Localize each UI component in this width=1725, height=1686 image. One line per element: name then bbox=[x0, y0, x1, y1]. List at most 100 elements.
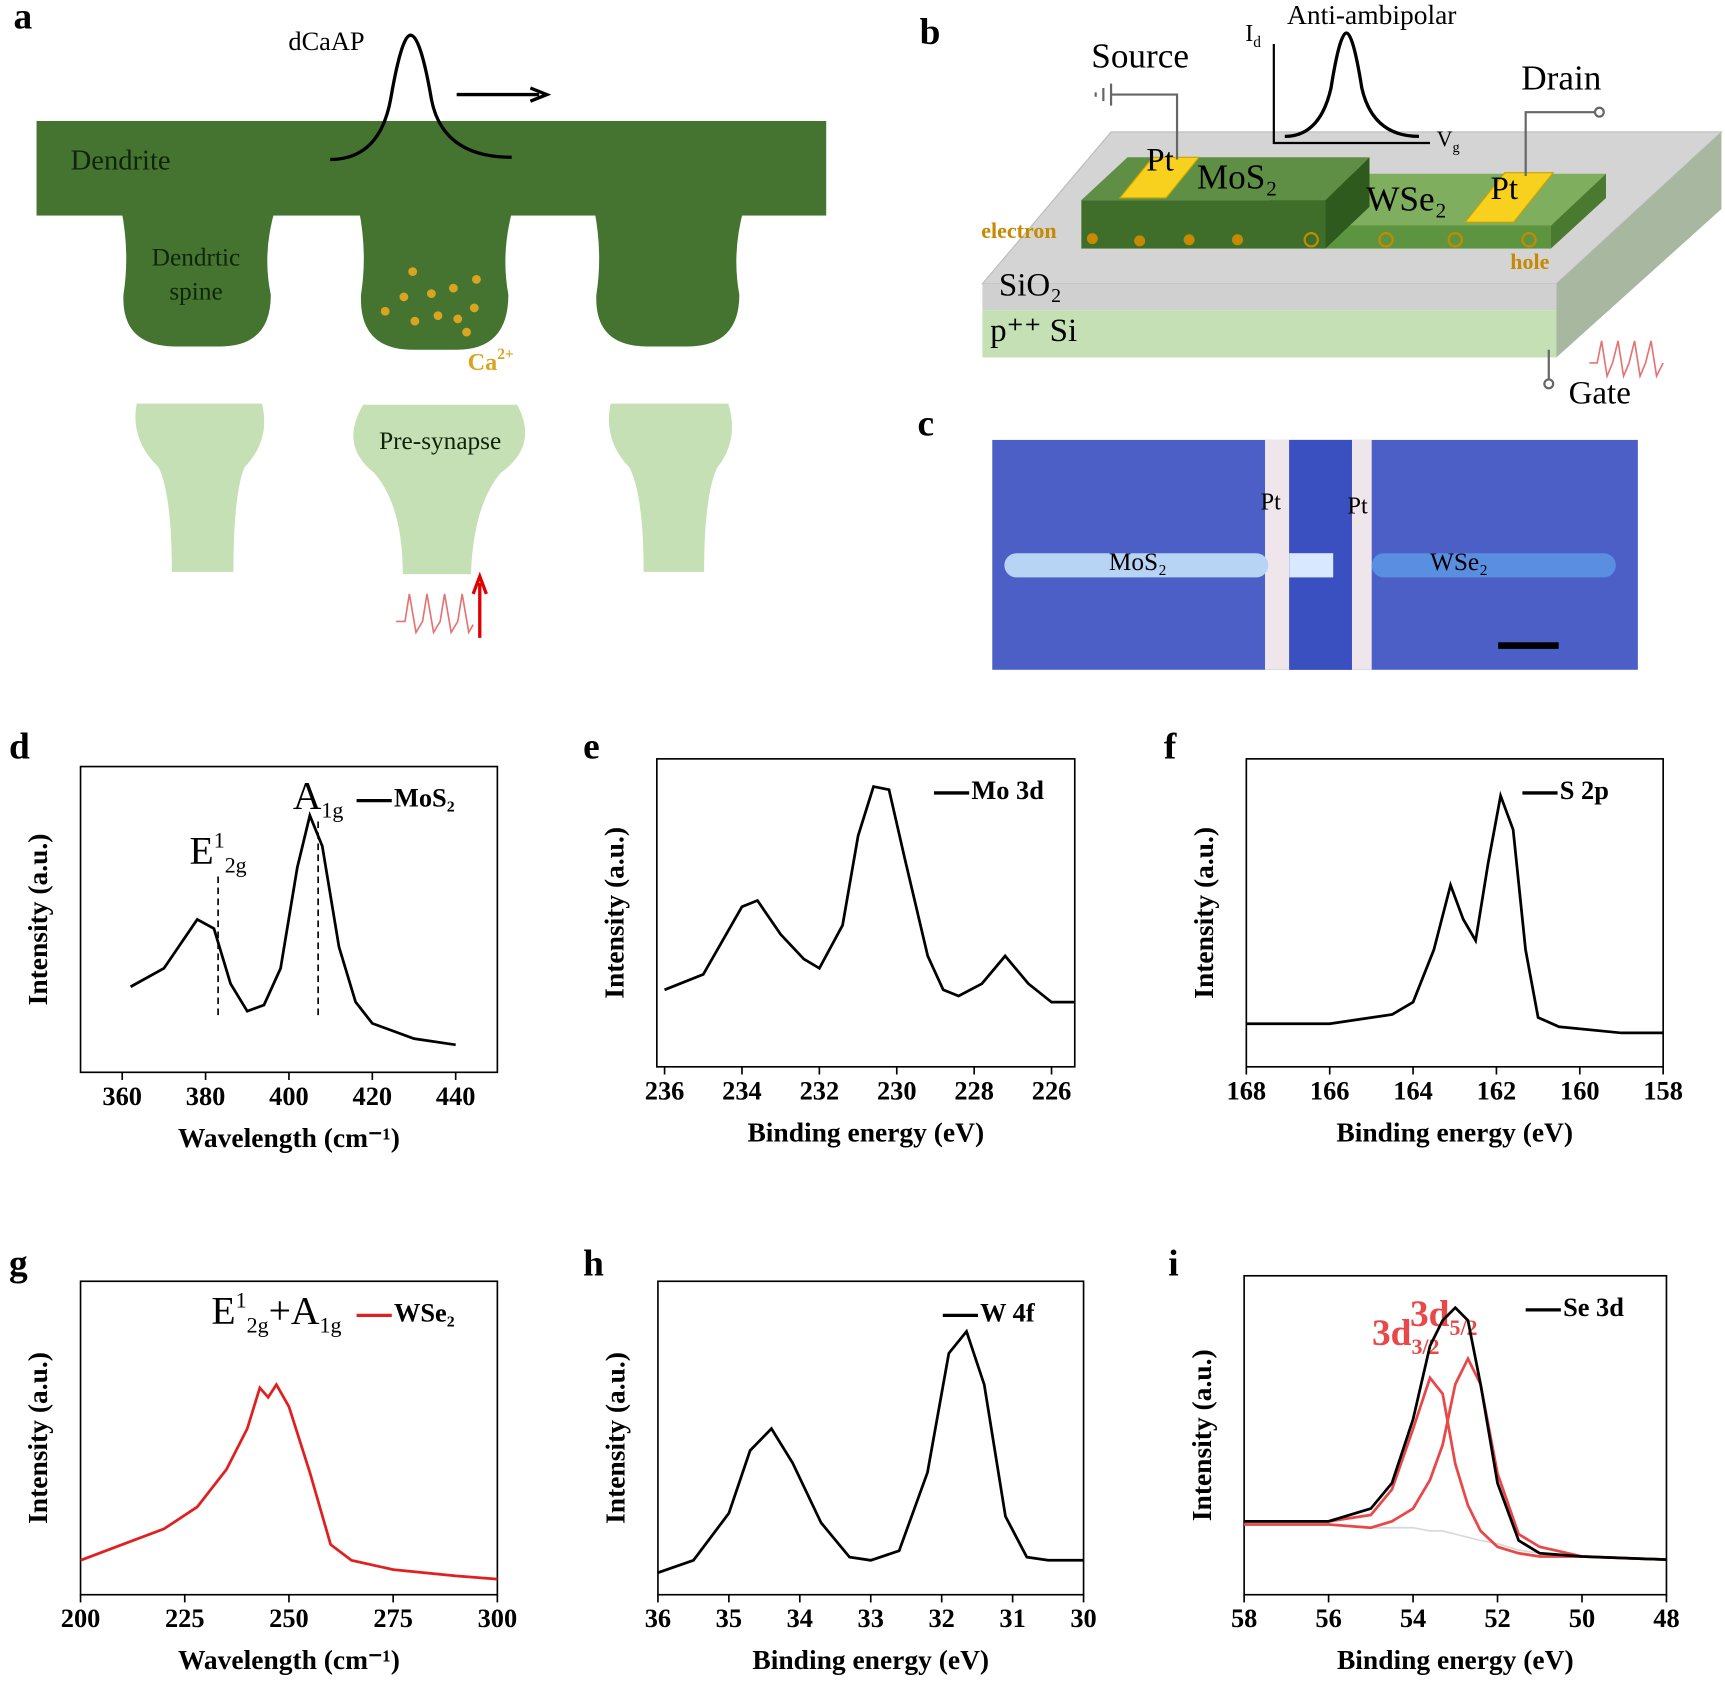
series-line bbox=[657, 1328, 1084, 1575]
y-axis-title: Intensity (a.u.) bbox=[601, 1352, 631, 1524]
sio2-layer bbox=[982, 283, 1557, 311]
annotation-part: 1 bbox=[214, 827, 225, 852]
panel-b: b Anti-ambipolar Id Vg Source Drain Pt P… bbox=[920, 0, 1723, 412]
x-tick-label: 226 bbox=[1032, 1075, 1072, 1105]
x-tick-label: 232 bbox=[800, 1075, 840, 1105]
panel-label: e bbox=[583, 727, 600, 768]
x-tick-label: 234 bbox=[722, 1075, 762, 1105]
panel-label: i bbox=[1168, 1244, 1178, 1285]
spine-label: spine bbox=[169, 277, 222, 305]
x-tick-label: 300 bbox=[478, 1603, 518, 1633]
peak-label-base: 3d bbox=[1372, 1313, 1412, 1354]
x-tick-label: 158 bbox=[1643, 1075, 1683, 1105]
series-line bbox=[1246, 790, 1664, 1035]
pt-pad bbox=[1464, 172, 1555, 223]
label-sub: g bbox=[1452, 140, 1459, 156]
annotation-part: 1g bbox=[319, 1312, 341, 1337]
wse2-side bbox=[1550, 173, 1606, 249]
wse2-flake bbox=[1371, 553, 1616, 578]
spine bbox=[594, 208, 744, 347]
mos2-label: MoS₂ bbox=[1197, 157, 1278, 196]
annotation-part: E bbox=[211, 1288, 235, 1332]
plot-frame bbox=[657, 1280, 1085, 1596]
x-tick-label: 31 bbox=[999, 1603, 1025, 1633]
legend-label: WSe₂ bbox=[394, 1297, 455, 1327]
plot-frame bbox=[1245, 758, 1664, 1068]
x-tick-label: 56 bbox=[1315, 1603, 1341, 1633]
pulse-curve bbox=[330, 33, 512, 162]
x-tick-label: 168 bbox=[1227, 1075, 1267, 1105]
annotation-part: 2g bbox=[247, 1312, 269, 1337]
pt-electrode bbox=[1351, 439, 1372, 670]
annotation-part: +A bbox=[269, 1288, 320, 1332]
series-line bbox=[1244, 1355, 1667, 1562]
presynapse bbox=[608, 403, 732, 572]
x-tick-label: 162 bbox=[1477, 1075, 1517, 1105]
x-axis-title: Wavelength (cm⁻¹) bbox=[178, 1645, 400, 1675]
x-tick-label: 228 bbox=[954, 1075, 994, 1105]
arrow bbox=[456, 86, 552, 103]
spine-label: Dendrtic bbox=[152, 243, 240, 271]
spike-train bbox=[396, 593, 474, 635]
x-tick-label: 360 bbox=[102, 1081, 142, 1111]
peak-annotation: E12g+A1g bbox=[211, 1287, 341, 1337]
panel-label: d bbox=[9, 727, 30, 768]
series-line bbox=[129, 811, 456, 1047]
x-tick-label: 236 bbox=[645, 1075, 685, 1105]
electron-label: electron bbox=[981, 218, 1056, 243]
annotation-part: E bbox=[190, 828, 214, 872]
annotation-part: A bbox=[293, 774, 322, 818]
mos2-side bbox=[1325, 157, 1370, 249]
sio2-label: SiO₂ bbox=[999, 268, 1062, 304]
inset-axes bbox=[1272, 43, 1430, 145]
annotation-part: 2g bbox=[225, 852, 247, 877]
x-tick-label: 230 bbox=[877, 1075, 917, 1105]
x-tick-label: 34 bbox=[787, 1603, 813, 1633]
legend-label: MoS₂ bbox=[394, 783, 455, 813]
panel-label: h bbox=[583, 1244, 604, 1285]
y-axis-title: Intensity (a.u.) bbox=[1189, 827, 1219, 999]
mos2-front bbox=[1081, 200, 1326, 249]
presynapse bbox=[135, 403, 265, 572]
si-layer bbox=[982, 310, 1557, 358]
series-line bbox=[1244, 1523, 1667, 1561]
label-sub: d bbox=[1253, 34, 1261, 51]
mos2-label: MoS₂ bbox=[1109, 548, 1167, 576]
x-tick-label: 52 bbox=[1484, 1603, 1510, 1633]
drain-wire bbox=[1524, 111, 1595, 176]
source-label: Source bbox=[1091, 36, 1189, 75]
legend-label: W 4f bbox=[980, 1297, 1036, 1327]
ca-dots bbox=[380, 267, 481, 337]
peak-label-sub: 5/2 bbox=[1449, 1314, 1477, 1339]
inset-y-label: Id bbox=[1245, 20, 1261, 51]
ion-sup: 2+ bbox=[497, 346, 513, 363]
panel-label: c bbox=[917, 403, 934, 444]
label-base: V bbox=[1437, 126, 1453, 151]
x-tick-label: 54 bbox=[1400, 1603, 1426, 1633]
panel-a: a dCaAP Dendrite Dendrtic spine Ca2+ Pre… bbox=[13, 0, 827, 638]
arrow bbox=[471, 571, 488, 638]
spine bbox=[358, 208, 513, 350]
x-tick-label: 164 bbox=[1393, 1075, 1433, 1105]
x-tick-label: 225 bbox=[165, 1603, 205, 1633]
x-axis-title: Binding energy (eV) bbox=[752, 1645, 989, 1675]
plot-frame bbox=[656, 758, 1076, 1068]
peak-label: 3d5/2 bbox=[1410, 1293, 1478, 1339]
x-tick-label: 58 bbox=[1231, 1603, 1257, 1633]
x-tick-label: 48 bbox=[1653, 1603, 1679, 1633]
si-label: p⁺⁺ Si bbox=[990, 313, 1077, 349]
series-line bbox=[1244, 1374, 1667, 1562]
y-axis-title: Intensity (a.u.) bbox=[600, 827, 630, 999]
peak-label-base: 3d bbox=[1410, 1293, 1450, 1334]
x-tick-label: 30 bbox=[1070, 1603, 1096, 1633]
terminal bbox=[1543, 378, 1555, 390]
peak-annotation: A1g bbox=[293, 774, 344, 822]
spine bbox=[121, 208, 276, 347]
ion-label: Ca2+ bbox=[468, 346, 514, 376]
panel-c: c Pt Pt MoS₂ WSe₂ bbox=[917, 403, 1638, 670]
x-tick-label: 420 bbox=[353, 1081, 393, 1111]
wse2-label: WSe₂ bbox=[1366, 179, 1447, 218]
series-line bbox=[80, 1382, 498, 1581]
x-tick-label: 400 bbox=[269, 1081, 309, 1111]
electrons bbox=[1086, 233, 1244, 247]
